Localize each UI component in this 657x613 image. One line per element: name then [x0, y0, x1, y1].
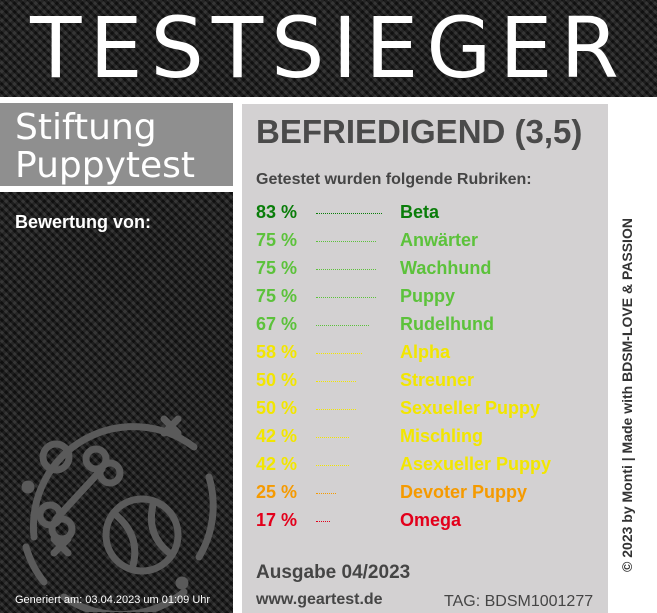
category-name: Omega — [400, 510, 462, 530]
brand-name-line2: Puppytest — [15, 145, 196, 186]
category-row: 50 % Sexueller Puppy — [242, 395, 608, 421]
top-banner: TESTSIEGER — [0, 0, 657, 97]
category-name: Sexueller Puppy — [400, 398, 541, 418]
category-row: 42 % Asexueller Puppy — [242, 451, 608, 477]
category-percent: 17 % — [256, 510, 298, 530]
category-score-bar — [316, 409, 356, 410]
website-link[interactable]: www.geartest.de — [256, 591, 383, 608]
brand-name-line1: Stiftung — [15, 107, 157, 148]
category-name: Wachhund — [400, 258, 492, 278]
category-name: Devoter Puppy — [400, 482, 528, 502]
category-row: 75 % Puppy — [242, 283, 608, 309]
category-percent: 83 % — [256, 202, 298, 222]
category-name: Rudelhund — [400, 314, 494, 334]
category-row: 58 % Alpha — [242, 339, 608, 365]
category-score-bar — [316, 437, 349, 438]
category-score-bar — [316, 297, 376, 298]
category-score-bar — [316, 353, 362, 354]
category-score-bar — [316, 381, 356, 382]
category-score-bar — [316, 269, 376, 270]
category-score-bar — [316, 493, 336, 494]
category-row: 75 % Anwärter — [242, 227, 608, 253]
category-percent: 75 % — [256, 258, 298, 278]
category-name: Beta — [400, 202, 440, 222]
category-row: 67 % Rudelhund — [242, 311, 608, 337]
category-row: 75 % Wachhund — [242, 255, 608, 281]
rating-label: Bewertung von: — [15, 212, 152, 232]
banner-title: TESTSIEGER — [30, 0, 627, 97]
category-percent: 75 % — [256, 230, 298, 250]
category-name: Asexueller Puppy — [400, 454, 552, 474]
generated-timestamp: Generiert am: 03.04.2023 um 01:09 Uhr — [15, 594, 211, 606]
category-row: 17 % Omega — [242, 507, 608, 533]
category-percent: 42 % — [256, 426, 298, 446]
category-name: Alpha — [400, 342, 451, 362]
category-name: Mischling — [400, 426, 484, 446]
category-row: 50 % Streuner — [242, 367, 608, 393]
category-score-bar — [316, 325, 369, 326]
category-row: 42 % Mischling — [242, 423, 608, 449]
category-row: 25 % Devoter Puppy — [242, 479, 608, 505]
category-percent: 75 % — [256, 286, 298, 306]
category-name: Anwärter — [400, 230, 479, 250]
category-percent: 58 % — [256, 342, 298, 362]
category-percent: 50 % — [256, 398, 298, 418]
category-name: Streuner — [400, 370, 475, 390]
category-percent: 25 % — [256, 482, 298, 502]
tag-id: TAG: BDSM1001277 — [444, 593, 594, 610]
left-panel: Stiftung Puppytest Bewertung von: Generi… — [0, 97, 233, 613]
category-name: Puppy — [400, 286, 456, 306]
category-percent: 50 % — [256, 370, 298, 390]
category-percent: 67 % — [256, 314, 298, 334]
category-score-bar — [316, 465, 349, 466]
issue-label: Ausgabe 04/2023 — [256, 562, 411, 583]
result-card: BEFRIEDIGEND (3,5) Getestet wurden folge… — [242, 104, 608, 613]
bone-ball-toy-icon — [21, 415, 217, 612]
category-row: 83 % Beta — [242, 199, 608, 225]
brand-box: Stiftung Puppytest — [0, 97, 233, 192]
categories-intro: Getestet wurden folgende Rubriken: — [256, 171, 532, 188]
side-credit: © 2023 by Monti | Made with BDSM-LOVE & … — [619, 218, 635, 572]
category-score-bar — [316, 213, 382, 214]
grade-heading: BEFRIEDIGEND (3,5) — [256, 113, 583, 150]
category-score-bar — [316, 241, 376, 242]
category-score-bar — [316, 521, 330, 522]
category-percent: 42 % — [256, 454, 298, 474]
